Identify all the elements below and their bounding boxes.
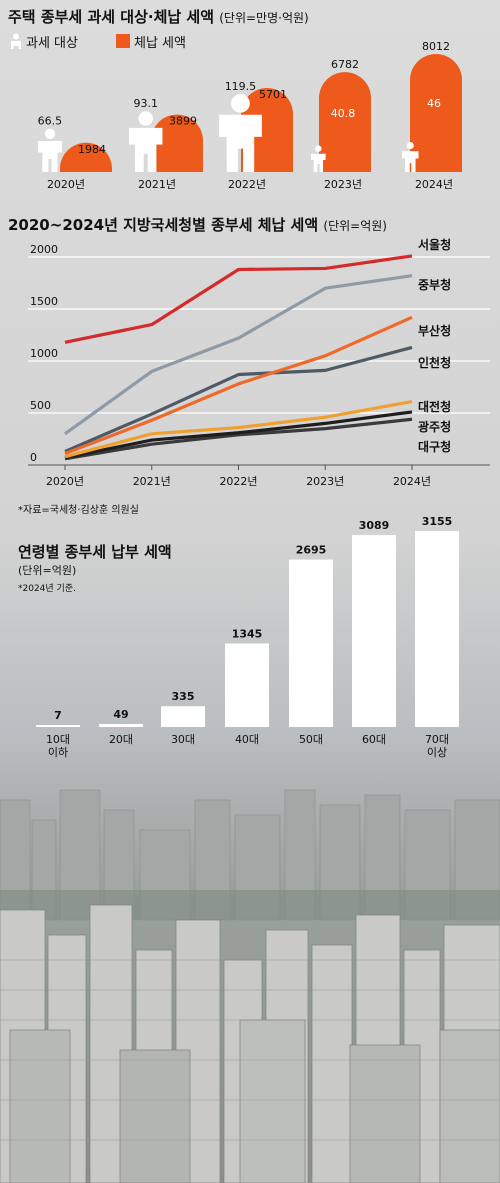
arrears-value-label: 8012 <box>422 40 450 53</box>
x-tick-label: 2021년 <box>133 475 171 488</box>
series-label: 대구청 <box>418 439 451 454</box>
series-line <box>64 410 413 460</box>
person-body <box>402 151 419 172</box>
age-bar <box>99 723 143 727</box>
age-category-label: 20대 <box>109 733 133 746</box>
person-head <box>231 94 250 113</box>
arrears-value-label: 6782 <box>331 58 359 71</box>
section1-title: 주택 종부세 과세 대상·체납 세액 (단위=만명·억원) <box>8 6 309 27</box>
arrears-value-label: 3899 <box>169 115 197 128</box>
arrears-value-label: 1984 <box>78 143 106 156</box>
year-label: 2022년 <box>228 178 266 191</box>
section3-title: 연령별 종부세 납부 세액 <box>18 543 172 561</box>
person-body <box>38 141 62 172</box>
age-value-label: 3089 <box>359 519 390 532</box>
section2-title-text: 2020~2024년 지방국세청별 종부세 체납 세액 <box>8 216 319 234</box>
x-tick-label: 2024년 <box>393 475 431 488</box>
section1-title-text: 주택 종부세 과세 대상·체납 세액 <box>8 8 214 26</box>
series-label: 중부청 <box>418 277 451 292</box>
age-bar <box>352 535 396 727</box>
year-label: 2020년 <box>47 178 85 191</box>
series-line <box>64 417 413 461</box>
age-bar <box>225 643 269 727</box>
age-category-label: 30대 <box>171 733 195 746</box>
year-label: 2021년 <box>138 178 176 191</box>
person-body <box>311 153 326 172</box>
age-value-label: 1345 <box>232 627 263 640</box>
city-foreground <box>0 904 500 1183</box>
x-tick-label: 2022년 <box>219 475 257 488</box>
arrears-dome <box>151 114 203 172</box>
y-tick-label: 0 <box>30 451 37 464</box>
series-line <box>64 345 413 453</box>
year-label: 2023년 <box>324 178 362 191</box>
person-body <box>129 127 163 172</box>
taxpayers-value-label: 66.5 <box>38 115 63 128</box>
arrears-dome <box>319 72 371 172</box>
age-bar <box>36 725 80 727</box>
series-line <box>64 315 413 456</box>
person-head <box>44 128 56 140</box>
taxpayers-value-label: 119.5 <box>225 80 257 93</box>
age-value-label: 2695 <box>296 544 327 557</box>
person-icon <box>11 33 21 49</box>
age-category-label: 70대 <box>425 733 449 746</box>
regional-arrears-line-chart: 0 500 1000 1500 2000 2020년 2021년 2022년 2023년 2024… <box>28 237 490 488</box>
age-category-label: 이상 <box>427 746 447 759</box>
taxpayers-value-label: 40.8 <box>331 107 356 120</box>
legend-arrears: 체납 세액 <box>134 36 186 51</box>
age-category-label: 40대 <box>235 733 259 746</box>
age-value-label: 49 <box>113 708 128 721</box>
x-tick-label: 2023년 <box>306 475 344 488</box>
age-bar <box>415 531 459 727</box>
taxpayers-value-label: 93.1 <box>133 97 158 110</box>
series-label: 서울청 <box>418 237 451 252</box>
section3-unit: (단위=억원) <box>18 564 77 577</box>
y-tick-label: 1000 <box>30 347 58 360</box>
age-category-label: 이하 <box>48 745 68 759</box>
age-bar <box>289 559 333 727</box>
year-label: 2024년 <box>415 178 453 191</box>
series-label: 광주청 <box>418 419 451 434</box>
taxpayers-value-label: 46 <box>427 97 441 110</box>
series-line <box>64 254 413 344</box>
person-body <box>219 114 262 172</box>
legend-taxpayers: 과세 대상 <box>26 36 78 51</box>
section1-unit: (단위=만명·억원) <box>219 11 309 25</box>
series-line <box>64 274 413 436</box>
section2-title: 2020~2024년 지방국세청별 종부세 체납 세액 (단위=억원) <box>8 214 387 235</box>
series-label: 부산청 <box>418 323 451 338</box>
person-head <box>138 111 154 126</box>
arrears-dome <box>60 142 112 172</box>
y-tick-label: 2000 <box>30 243 58 256</box>
section2-source: *자료=국세청·김상훈 의원실 <box>18 505 139 516</box>
x-tick-label: 2020년 <box>46 475 84 488</box>
age-category-label: 60대 <box>362 733 386 746</box>
section1-legend: 과세 대상 체납 세액 <box>10 32 210 52</box>
person-head <box>406 141 414 150</box>
arrears-value-label: 5701 <box>259 88 287 101</box>
section3-note: *2024년 기준. <box>18 584 76 594</box>
orange-square-icon <box>116 34 130 48</box>
arrears-dome <box>410 54 462 172</box>
series-label: 인천청 <box>418 355 451 370</box>
age-value-label: 335 <box>172 690 195 703</box>
age-category-label: 10대 <box>46 733 70 746</box>
section2-unit: (단위=억원) <box>323 219 387 233</box>
y-tick-label: 500 <box>30 399 51 412</box>
person-head <box>315 145 322 152</box>
series-line <box>64 399 413 459</box>
age-value-label: 3155 <box>422 515 453 528</box>
age-bar <box>161 706 205 727</box>
age-category-label: 50대 <box>299 733 323 746</box>
y-tick-label: 1500 <box>30 295 58 308</box>
age-value-label: 7 <box>54 709 62 722</box>
series-label: 대전청 <box>418 399 451 414</box>
